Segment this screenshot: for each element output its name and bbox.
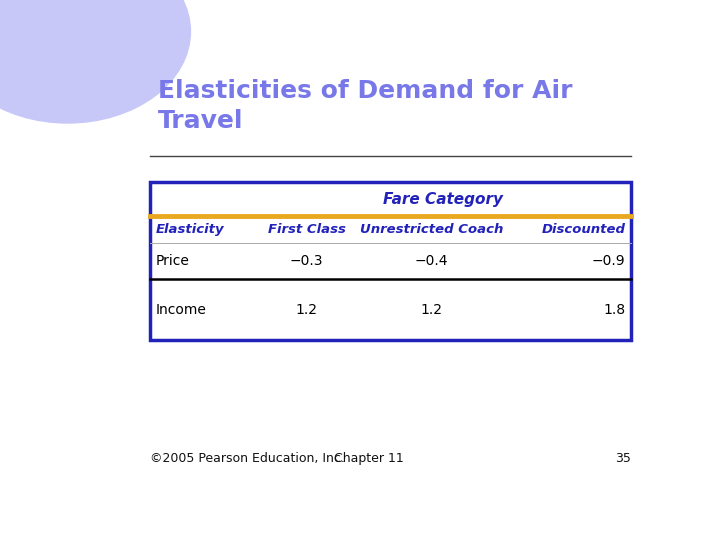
Text: Income: Income: [156, 302, 207, 316]
Text: Unrestricted Coach: Unrestricted Coach: [360, 224, 503, 237]
Text: First Class: First Class: [268, 224, 346, 237]
Text: Elasticity: Elasticity: [156, 224, 225, 237]
Text: Fare Category: Fare Category: [383, 192, 503, 207]
FancyBboxPatch shape: [150, 182, 631, 340]
Text: 35: 35: [615, 452, 631, 465]
Text: 1.2: 1.2: [296, 302, 318, 316]
Circle shape: [0, 0, 190, 123]
Text: Price: Price: [156, 254, 190, 268]
Text: −0.3: −0.3: [290, 254, 323, 268]
Text: Chapter 11: Chapter 11: [334, 452, 404, 465]
Text: Travel: Travel: [158, 110, 243, 133]
Text: 1.2: 1.2: [420, 302, 443, 316]
Text: −0.9: −0.9: [592, 254, 626, 268]
Text: Elasticities of Demand for Air: Elasticities of Demand for Air: [158, 79, 572, 103]
Text: −0.4: −0.4: [415, 254, 449, 268]
Text: 1.8: 1.8: [603, 302, 626, 316]
Text: Discounted: Discounted: [541, 224, 626, 237]
Text: ©2005 Pearson Education, Inc.: ©2005 Pearson Education, Inc.: [150, 452, 346, 465]
